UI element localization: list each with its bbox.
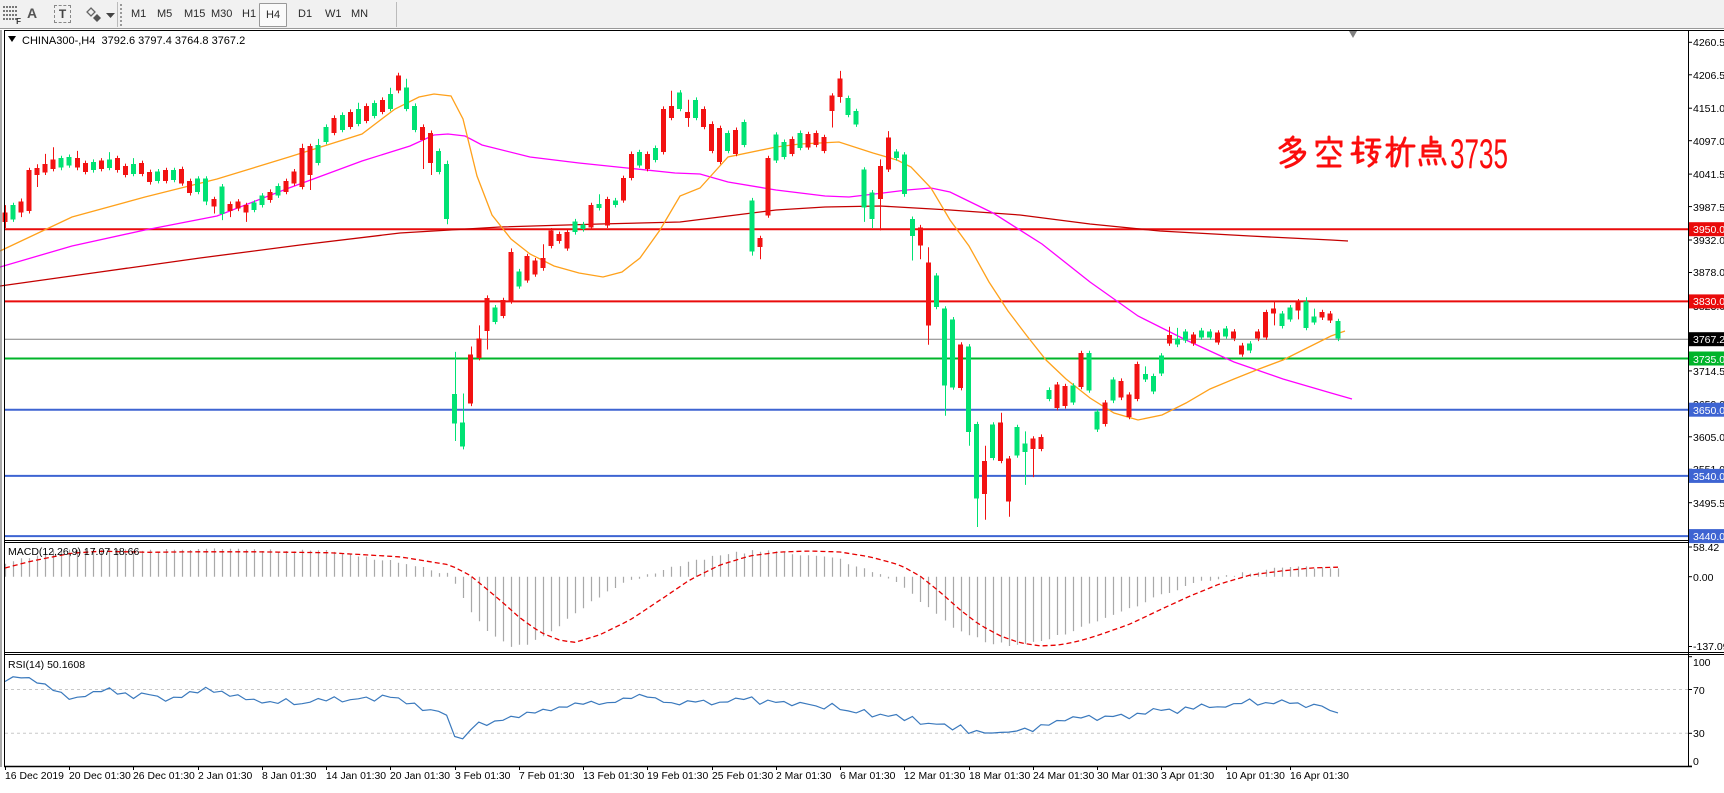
svg-text:3 Apr 01:30: 3 Apr 01:30 bbox=[1161, 771, 1214, 782]
svg-text:3440.0: 3440.0 bbox=[1693, 531, 1724, 543]
svg-text:CHINA300-,H4 3792.6 3797.4 37: CHINA300-,H4 3792.6 3797.4 3764.8 3767.2 bbox=[22, 35, 245, 47]
svg-text:58.42: 58.42 bbox=[1693, 542, 1719, 554]
svg-text:3735.0: 3735.0 bbox=[1693, 354, 1724, 366]
svg-text:100: 100 bbox=[1693, 657, 1711, 669]
svg-text:4206.5: 4206.5 bbox=[1693, 70, 1724, 82]
svg-text:20 Jan 01:30: 20 Jan 01:30 bbox=[390, 771, 450, 782]
svg-text:4097.0: 4097.0 bbox=[1693, 136, 1724, 148]
svg-text:3 Feb 01:30: 3 Feb 01:30 bbox=[455, 771, 511, 782]
svg-text:13 Feb 01:30: 13 Feb 01:30 bbox=[583, 771, 644, 782]
svg-text:4041.5: 4041.5 bbox=[1693, 169, 1724, 181]
svg-text:3950.0: 3950.0 bbox=[1693, 224, 1724, 236]
svg-text:3605.0: 3605.0 bbox=[1693, 432, 1724, 444]
svg-text:6 Mar 01:30: 6 Mar 01:30 bbox=[840, 771, 896, 782]
svg-text:24 Mar 01:30: 24 Mar 01:30 bbox=[1033, 771, 1094, 782]
svg-text:RSI(14) 50.1608: RSI(14) 50.1608 bbox=[8, 659, 85, 671]
svg-text:0.00: 0.00 bbox=[1693, 572, 1714, 584]
svg-text:3540.0: 3540.0 bbox=[1693, 471, 1724, 483]
svg-text:10 Apr 01:30: 10 Apr 01:30 bbox=[1226, 771, 1285, 782]
svg-text:16 Apr 01:30: 16 Apr 01:30 bbox=[1290, 771, 1349, 782]
svg-text:4151.0: 4151.0 bbox=[1693, 103, 1724, 115]
svg-text:2 Jan 01:30: 2 Jan 01:30 bbox=[198, 771, 253, 782]
svg-text:3495.5: 3495.5 bbox=[1693, 498, 1724, 510]
svg-text:30 Mar 01:30: 30 Mar 01:30 bbox=[1097, 771, 1158, 782]
svg-text:12 Mar 01:30: 12 Mar 01:30 bbox=[904, 771, 965, 782]
svg-text:3714.5: 3714.5 bbox=[1693, 366, 1724, 378]
svg-text:0: 0 bbox=[1693, 756, 1699, 768]
svg-text:18 Mar 01:30: 18 Mar 01:30 bbox=[969, 771, 1030, 782]
svg-text:3650.0: 3650.0 bbox=[1693, 405, 1724, 417]
svg-text:8 Jan 01:30: 8 Jan 01:30 bbox=[262, 771, 317, 782]
svg-text:3932.0: 3932.0 bbox=[1693, 235, 1724, 247]
svg-text:20 Dec 01:30: 20 Dec 01:30 bbox=[69, 771, 131, 782]
svg-text:30: 30 bbox=[1693, 728, 1705, 740]
svg-text:3878.0: 3878.0 bbox=[1693, 267, 1724, 279]
svg-text:14 Jan 01:30: 14 Jan 01:30 bbox=[326, 771, 386, 782]
svg-text:-137.09: -137.09 bbox=[1693, 641, 1724, 653]
svg-text:3735: 3735 bbox=[1450, 130, 1508, 177]
svg-text:7 Feb 01:30: 7 Feb 01:30 bbox=[519, 771, 575, 782]
svg-text:4260.5: 4260.5 bbox=[1693, 37, 1724, 49]
svg-text:25 Feb 01:30: 25 Feb 01:30 bbox=[712, 771, 773, 782]
svg-text:19 Feb 01:30: 19 Feb 01:30 bbox=[647, 771, 708, 782]
svg-text:3987.5: 3987.5 bbox=[1693, 202, 1724, 214]
svg-text:16 Dec 2019: 16 Dec 2019 bbox=[5, 771, 64, 782]
svg-text:70: 70 bbox=[1693, 685, 1705, 697]
svg-text:2 Mar 01:30: 2 Mar 01:30 bbox=[776, 771, 832, 782]
svg-text:3767.2: 3767.2 bbox=[1693, 334, 1724, 346]
svg-text:MACD(12,26,9) 17.07 18.66: MACD(12,26,9) 17.07 18.66 bbox=[8, 546, 139, 558]
svg-text:3830.0: 3830.0 bbox=[1693, 296, 1724, 308]
svg-text:26 Dec 01:30: 26 Dec 01:30 bbox=[133, 771, 195, 782]
